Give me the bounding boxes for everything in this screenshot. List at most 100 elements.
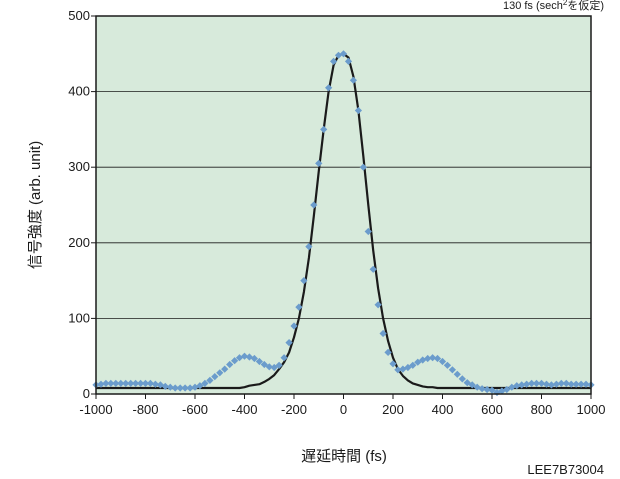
data-point: [280, 354, 288, 362]
data-point: [235, 354, 244, 362]
data-point: [310, 201, 318, 209]
data-point: [320, 125, 328, 133]
data-point: [166, 383, 174, 391]
data-point: [265, 363, 273, 371]
data-point: [547, 381, 555, 389]
data-point: [250, 354, 258, 363]
data-point: [339, 50, 348, 58]
data-point: [508, 383, 516, 391]
data-point: [453, 370, 461, 378]
data-point: [186, 384, 194, 392]
data-point: [448, 366, 456, 374]
data-point: [384, 348, 392, 356]
data-point: [567, 380, 575, 388]
data-point: [552, 380, 560, 388]
data-point: [112, 379, 120, 387]
data-point: [424, 354, 432, 363]
annotation-suffix: を仮定): [567, 0, 604, 12]
data-point: [285, 339, 293, 347]
data-point: [226, 360, 234, 369]
data-point: [275, 361, 283, 369]
data-point: [443, 361, 452, 369]
data-point: [240, 352, 249, 360]
data-point: [468, 381, 476, 389]
x-tick-label: 400: [432, 402, 454, 417]
data-point: [562, 379, 570, 387]
data-point: [364, 227, 372, 236]
data-point: [141, 379, 150, 387]
gridlines: [96, 91, 591, 319]
data-point: [582, 380, 590, 388]
plot-area: [96, 16, 591, 394]
data-point: [433, 354, 442, 363]
data-point: [127, 379, 135, 387]
x-tick-label: 800: [531, 402, 553, 417]
x-tick-label: 600: [481, 402, 503, 417]
y-axis-label: 信号強度 (arb. unit): [27, 141, 44, 269]
data-point: [429, 354, 437, 362]
x-tick-label: 0: [340, 402, 347, 417]
data-point: [290, 322, 298, 330]
data-point: [151, 380, 159, 388]
data-point: [483, 385, 491, 394]
x-tick-label: -200: [281, 402, 307, 417]
x-tick-label: -600: [182, 402, 208, 417]
data-point: [503, 385, 511, 394]
x-tick-label: -800: [132, 402, 158, 417]
data-point: [206, 376, 214, 384]
data-point: [532, 379, 541, 387]
data-point: [191, 383, 199, 391]
data-point: [349, 76, 357, 84]
data-point: [211, 373, 219, 381]
data-point: [542, 380, 551, 388]
y-axis-ticks: 0 100 200 300 400 500: [68, 8, 96, 401]
data-point: [557, 379, 565, 387]
x-tick-label: -400: [231, 402, 257, 417]
data-point: [379, 329, 387, 338]
data-point: [359, 163, 367, 171]
data-point: [389, 360, 397, 368]
figure-code: LEE7B73004: [527, 462, 604, 477]
annotation: 130 fs (sech2を仮定): [503, 0, 604, 12]
data-point: [528, 379, 536, 387]
data-point: [97, 380, 105, 388]
data-point: [260, 360, 268, 369]
data-point: [221, 365, 229, 373]
data-point: [438, 357, 447, 366]
data-point: [107, 379, 115, 387]
data-point: [478, 385, 486, 393]
data-point: [344, 57, 353, 65]
data-point: [488, 386, 496, 394]
data-point: [122, 379, 130, 387]
data-point: [518, 381, 526, 389]
data-point: [305, 243, 313, 251]
data-point: [196, 382, 204, 390]
data-point: [369, 265, 377, 273]
data-point: [171, 384, 179, 392]
data-point: [176, 384, 184, 392]
data-point: [181, 384, 189, 392]
annotation-superscript: 2: [563, 0, 568, 7]
data-point: [330, 57, 338, 65]
x-axis-ticks: -1000 -800 -600 -400 -200 0 200 400 600 800 1000: [79, 394, 605, 417]
data-point: [315, 159, 323, 167]
data-point: [161, 382, 169, 390]
data-point: [117, 379, 125, 387]
data-point: [325, 84, 333, 92]
data-point: [537, 379, 546, 387]
y-tick-label: 500: [68, 8, 90, 23]
data-point: [513, 382, 521, 390]
data-point: [231, 357, 239, 365]
data-point: [146, 379, 154, 387]
y-tick-label: 0: [83, 386, 90, 401]
data-point: [255, 357, 263, 366]
data-point: [394, 366, 402, 374]
data-point: [572, 380, 580, 388]
data-point: [458, 375, 466, 383]
data-point: [374, 301, 382, 309]
data-point: [201, 379, 209, 387]
data-point: [300, 277, 308, 285]
data-point: [354, 106, 362, 115]
data-point: [399, 365, 407, 373]
